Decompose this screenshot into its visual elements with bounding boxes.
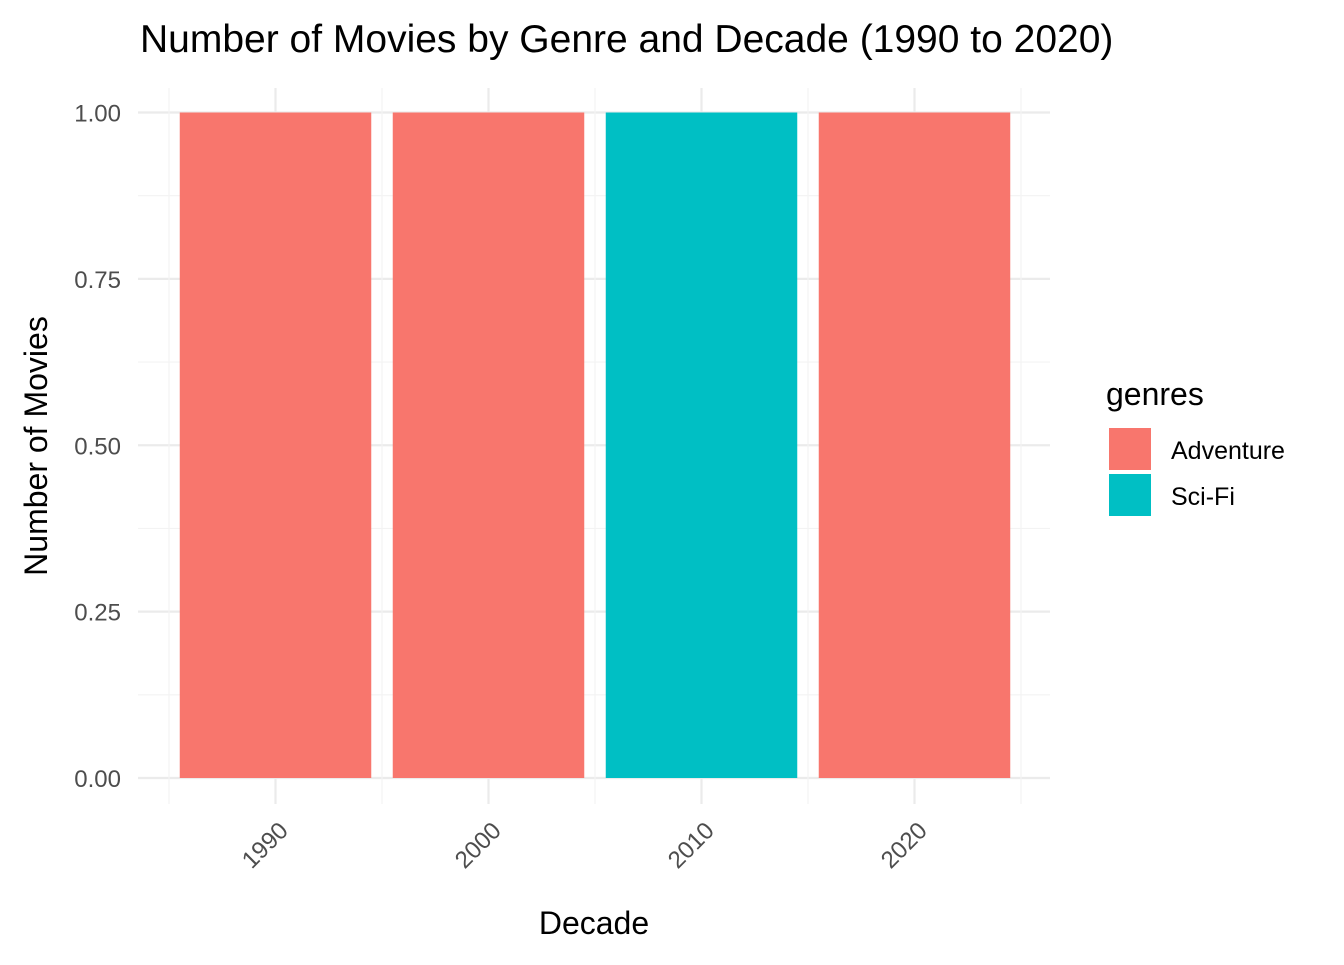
y-tick-label: 0.75 (74, 267, 121, 294)
y-tick-label: 0.00 (74, 766, 121, 793)
legend-swatch-sci-fi (1109, 474, 1151, 516)
bar-2020-adventure (818, 112, 1011, 778)
y-axis-ticks: 0.00 0.25 0.50 0.75 1.00 (74, 101, 121, 794)
legend-title: genres (1106, 376, 1204, 412)
x-tick-label: 2010 (663, 817, 720, 874)
bar-2010-sci-fi (605, 112, 798, 778)
y-axis-title: Number of Movies (18, 316, 54, 576)
bar-1990-adventure (179, 112, 372, 778)
x-axis-title: Decade (539, 905, 649, 941)
bars (179, 112, 1011, 778)
bar-2000-adventure (392, 112, 585, 778)
legend-swatch-adventure (1109, 428, 1151, 470)
x-tick-label: 2020 (876, 817, 933, 874)
y-tick-label: 0.25 (74, 600, 121, 627)
legend-label: Adventure (1171, 437, 1285, 465)
x-axis-ticks: 1990 2000 2010 2020 (237, 817, 933, 874)
chart-title: Number of Movies by Genre and Decade (19… (140, 18, 1113, 61)
legend-label: Sci-Fi (1171, 483, 1235, 511)
x-tick-label: 1990 (237, 817, 294, 874)
x-tick-label: 2000 (450, 817, 507, 874)
legend: genres Adventure Sci-Fi (1106, 376, 1285, 516)
y-tick-label: 1.00 (74, 101, 121, 128)
y-tick-label: 0.50 (74, 433, 121, 460)
